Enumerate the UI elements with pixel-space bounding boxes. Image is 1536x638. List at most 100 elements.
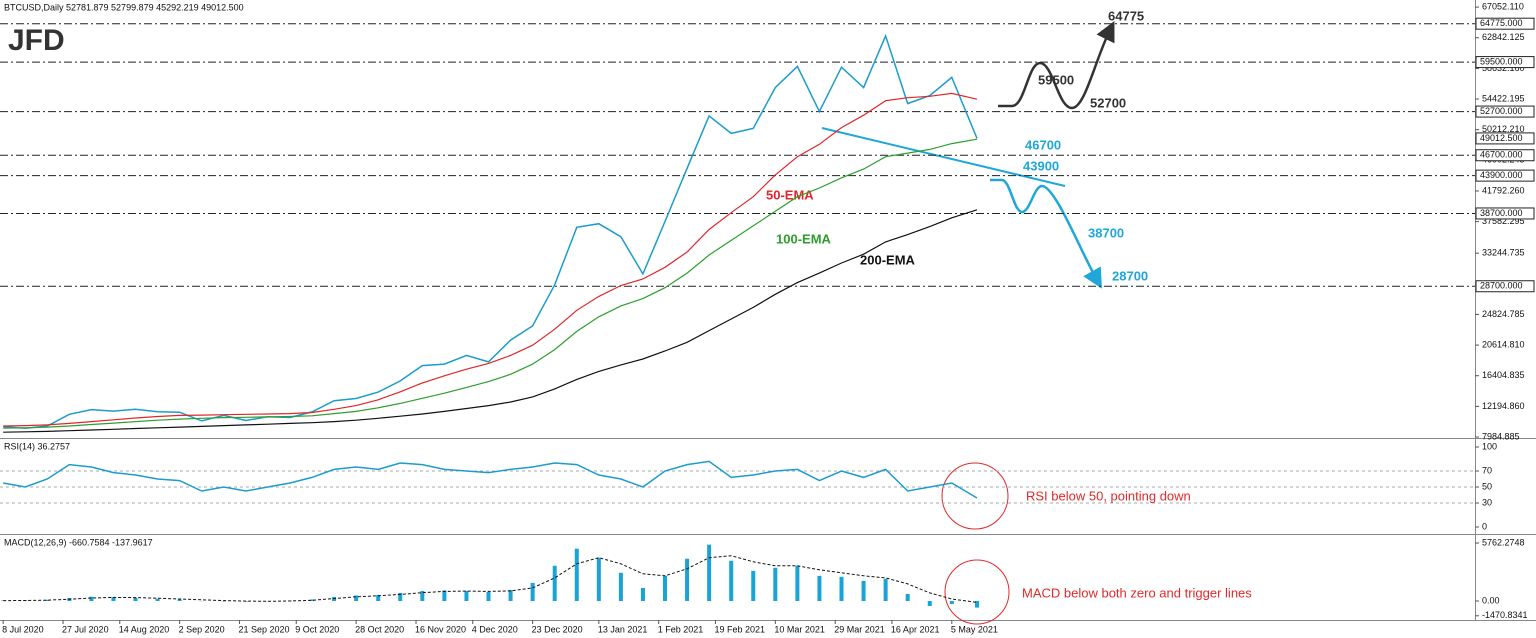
signal-line <box>3 555 978 603</box>
histogram-bar <box>640 587 645 601</box>
level-label: 46700.000 <box>1480 150 1523 160</box>
level-label: 52700.000 <box>1480 106 1523 116</box>
x-tick-label: 19 Feb 2021 <box>714 624 765 634</box>
histogram-bar <box>464 590 469 601</box>
scenario-label: 52700 <box>1090 95 1126 110</box>
y-tick-label: 5762.2748 <box>1482 537 1525 547</box>
series-label: 200-EMA <box>860 252 916 267</box>
histogram-bar <box>927 600 932 607</box>
x-tick-label: 16 Apr 2021 <box>891 624 940 634</box>
x-tick-label: 29 Mar 2021 <box>834 624 885 634</box>
level-box <box>1475 207 1535 220</box>
x-tick-label: 2 Sep 2020 <box>179 624 225 634</box>
y-tick-label: 24824.785 <box>1482 309 1525 319</box>
y-tick-label: -1470.8341 <box>1482 610 1528 620</box>
histogram-bar <box>729 560 734 601</box>
histogram-bar <box>795 565 800 601</box>
histogram-bar <box>530 582 535 601</box>
x-tick-label: 9 Oct 2020 <box>295 624 339 634</box>
x-tick-label: 28 Oct 2020 <box>355 624 404 634</box>
level-box <box>1475 149 1535 162</box>
scenario-label: 46700 <box>1025 137 1061 152</box>
y-tick-label: 41792.260 <box>1482 185 1525 195</box>
histogram-bar <box>133 597 138 601</box>
histogram-bar <box>883 578 888 601</box>
level-box <box>1475 56 1535 69</box>
highlight-circle <box>941 462 1009 530</box>
histogram-bar <box>663 575 668 601</box>
histogram-bar <box>905 593 910 601</box>
histogram-bar <box>685 558 690 601</box>
level-label: 38700.000 <box>1480 208 1523 218</box>
y-tick-label: 100 <box>1482 441 1497 451</box>
y-tick-label: 20614.810 <box>1482 339 1525 349</box>
level-label: 59500.000 <box>1480 56 1523 66</box>
histogram-bar <box>618 572 623 601</box>
x-tick-label: 14 Aug 2020 <box>119 624 170 634</box>
histogram-bar <box>420 590 425 601</box>
annotation: RSI below 50, pointing down <box>1026 488 1191 503</box>
scenario-label: 28700 <box>1112 268 1148 283</box>
histogram-bar <box>773 567 778 601</box>
series-line <box>3 209 978 433</box>
series-line <box>3 92 978 427</box>
series-label: 100-EMA <box>776 231 832 246</box>
highlight-circle <box>944 559 1010 625</box>
series-line <box>3 460 978 499</box>
y-tick-label: 0 <box>1482 521 1487 531</box>
histogram-bar <box>707 544 712 601</box>
y-tick-label: 37582.295 <box>1482 216 1525 226</box>
histogram-bar <box>398 592 403 601</box>
level-label: 43900.000 <box>1480 170 1523 180</box>
x-tick-label: 8 Jul 2020 <box>2 624 44 634</box>
bullish-scenario <box>998 21 1115 110</box>
histogram-bar <box>975 600 980 608</box>
histogram-bar <box>861 580 866 601</box>
x-tick-label: 10 Mar 2021 <box>774 624 825 634</box>
y-tick-label: 50212.210 <box>1482 124 1525 134</box>
x-tick-label: 23 Dec 2020 <box>532 624 583 634</box>
trend-line <box>821 127 1066 187</box>
histogram-bar <box>155 598 160 601</box>
level-box <box>1475 17 1535 30</box>
x-tick-label: 5 May 2021 <box>951 624 998 634</box>
y-tick-label: 16404.835 <box>1482 370 1525 380</box>
histogram-bar <box>596 557 601 601</box>
panel-title: RSI(14) 36.2757 <box>4 441 70 451</box>
x-tick-label: 16 Nov 2020 <box>415 624 466 634</box>
y-tick-label: 50 <box>1482 481 1492 491</box>
level-box <box>1475 280 1535 293</box>
histogram-bar <box>574 548 579 601</box>
y-tick-label: 12194.860 <box>1482 401 1525 411</box>
histogram-bar <box>839 576 844 601</box>
x-tick-label: 4 Dec 2020 <box>472 624 518 634</box>
histogram-bar <box>442 590 447 601</box>
histogram-bar <box>508 589 513 601</box>
current-price-label: 49012.500 <box>1480 133 1523 143</box>
series-label: 50-EMA <box>766 187 814 202</box>
histogram-bar <box>486 591 491 601</box>
histogram-bar <box>354 595 359 601</box>
y-tick-label: 30 <box>1482 497 1492 507</box>
scenario-label: 64775 <box>1108 8 1144 23</box>
level-box <box>1475 169 1535 182</box>
y-tick-label: 54422.195 <box>1482 93 1525 103</box>
y-tick-label: 7984.885 <box>1482 431 1520 441</box>
level-label: 64775.000 <box>1480 18 1523 28</box>
histogram-bar <box>45 599 50 601</box>
histogram-bar <box>89 596 94 601</box>
scenario-label: 59500 <box>1038 72 1074 87</box>
panel-title: MACD(12,26,9) -660.7584 -137.9617 <box>4 537 153 547</box>
y-tick-label: 70 <box>1482 465 1492 475</box>
histogram-bar <box>949 600 954 605</box>
level-label: 28700.000 <box>1480 281 1523 291</box>
x-tick-label: 1 Feb 2021 <box>658 624 704 634</box>
histogram-bar <box>177 599 182 601</box>
panel-title: BTCUSD,Daily 52781.879 52799.879 45292.2… <box>4 2 244 12</box>
annotation: MACD below both zero and trigger lines <box>1022 585 1252 600</box>
current-price-box <box>1475 132 1535 145</box>
bearish-scenario <box>990 178 1102 289</box>
histogram-bar <box>1 600 6 601</box>
series-line <box>3 138 978 429</box>
